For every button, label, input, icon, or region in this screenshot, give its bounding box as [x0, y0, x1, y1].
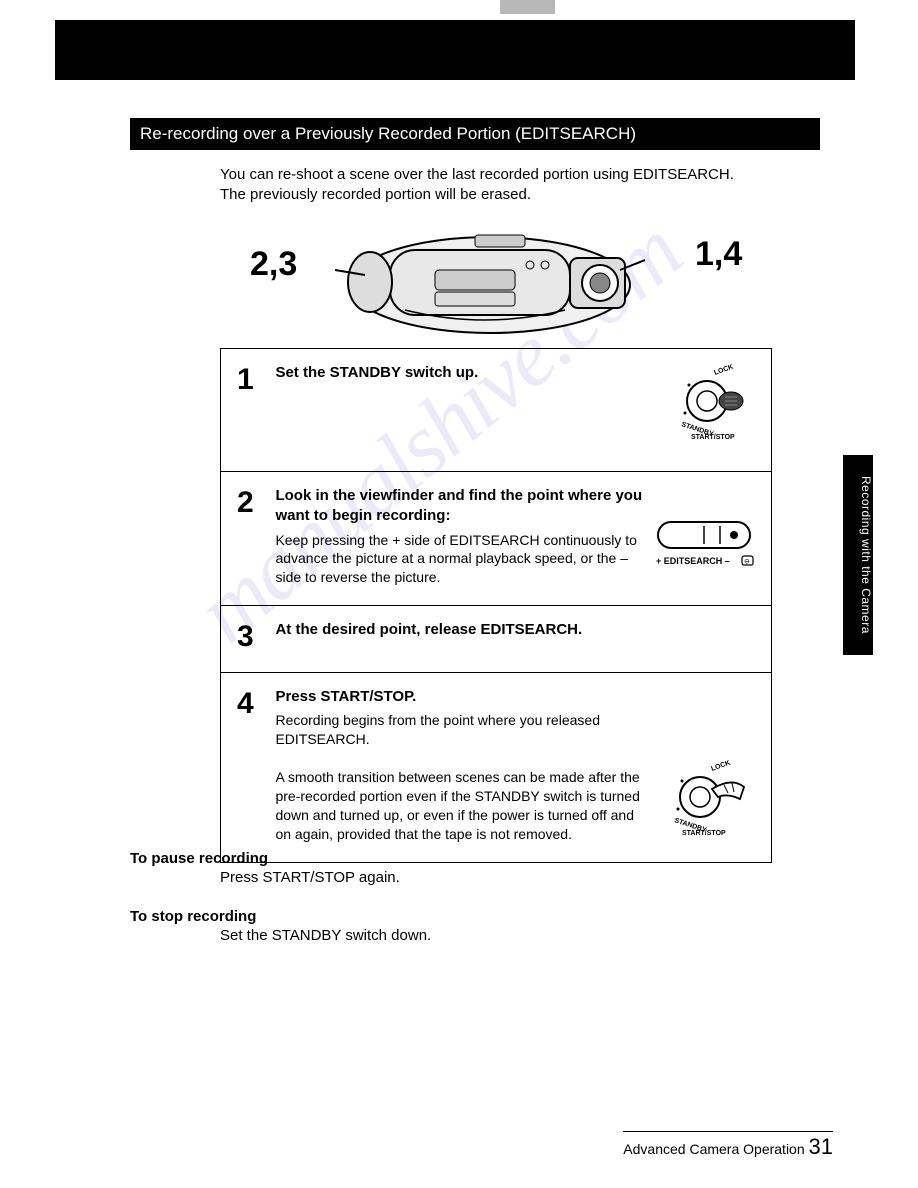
standby-switch-icon: LOCK STANDBY START/STOP	[667, 363, 757, 448]
step-number: 1	[237, 363, 265, 397]
step-title: Look in the viewfinder and find the poin…	[275, 486, 645, 527]
steps-container: 1 Set the STANDBY switch up. LOCK STANDB…	[220, 348, 772, 863]
step-body: Recording begins from the point where yo…	[275, 711, 645, 843]
page-footer: Advanced Camera Operation 31	[623, 1131, 833, 1160]
step-number: 4	[237, 687, 265, 721]
step-number: 2	[237, 486, 265, 520]
top-header-bar	[55, 20, 855, 80]
step-title: At the desired point, release EDITSEARCH…	[275, 621, 582, 638]
svg-text:START/STOP: START/STOP	[682, 830, 726, 837]
side-tab: Recording with the Camera	[843, 455, 873, 655]
pause-heading: To pause recording	[130, 850, 770, 867]
step-1: 1 Set the STANDBY switch up. LOCK STANDB…	[221, 349, 771, 472]
intro-paragraph: You can re-shoot a scene over the last r…	[220, 165, 760, 204]
callout-right: 1,4	[695, 235, 742, 274]
camera-illustration	[335, 210, 645, 345]
callout-left: 2,3	[250, 245, 297, 284]
press-standby-icon: LOCK STANDBY START/STOP	[662, 759, 757, 844]
svg-text:LOCK: LOCK	[710, 759, 731, 772]
step-3: 3 At the desired point, release EDITSEAR…	[221, 606, 771, 673]
section-header: Re-recording over a Previously Recorded …	[130, 118, 820, 150]
stop-body: Set the STANDBY switch down.	[220, 927, 770, 944]
stop-heading: To stop recording	[130, 908, 770, 925]
pause-section: To pause recording Press START/STOP agai…	[130, 850, 770, 886]
step-number: 3	[237, 620, 265, 654]
svg-text:START/STOP: START/STOP	[691, 434, 735, 441]
step-title: Press START/STOP.	[275, 687, 645, 707]
step-4: 4 Press START/STOP. Recording begins fro…	[221, 673, 771, 861]
step-title: Set the STANDBY switch up.	[275, 364, 478, 381]
pause-body: Press START/STOP again.	[220, 869, 770, 886]
scan-artifact	[500, 0, 555, 14]
svg-text:+ EDITSEARCH –: + EDITSEARCH –	[656, 556, 730, 566]
editsearch-button-icon: + EDITSEARCH – ⊖	[652, 516, 757, 576]
svg-text:⊖: ⊖	[744, 559, 750, 566]
svg-text:LOCK: LOCK	[713, 364, 734, 377]
manual-page: Re-recording over a Previously Recorded …	[0, 0, 918, 1188]
page-number: 31	[809, 1134, 833, 1159]
stop-section: To stop recording Set the STANDBY switch…	[130, 908, 770, 944]
step-body: Keep pressing the + side of EDITSEARCH c…	[275, 531, 645, 588]
footer-section-name: Advanced Camera Operation	[623, 1141, 804, 1157]
step-2: 2 Look in the viewfinder and find the po…	[221, 472, 771, 606]
